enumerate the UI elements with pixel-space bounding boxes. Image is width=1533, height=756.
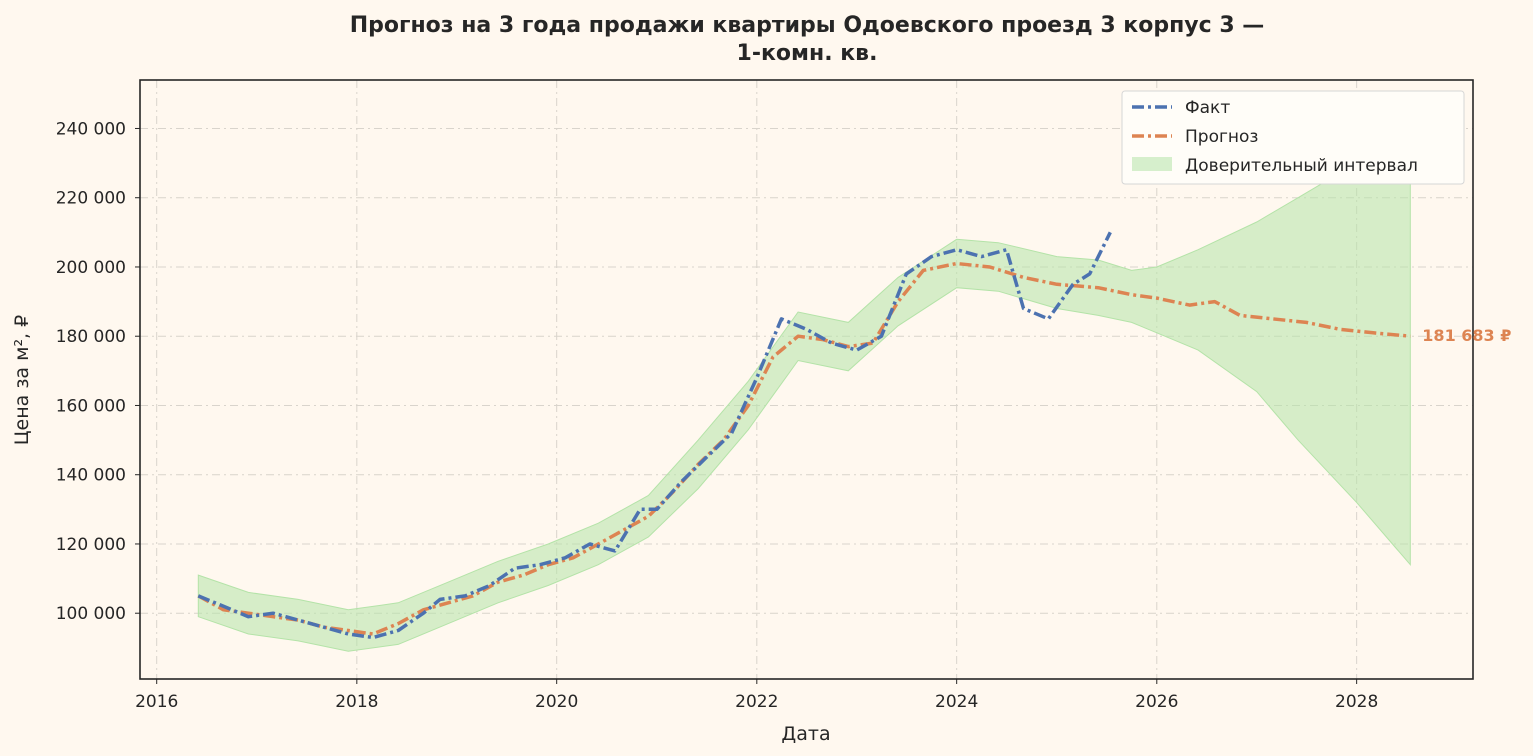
y-tick-label: 200 000 [56, 258, 126, 278]
fact-line [197, 231, 1112, 640]
x-tick-label: 2018 [335, 692, 378, 712]
chart-title-line2: 1-комн. кв. [737, 41, 878, 66]
x-tick-label: 2028 [1335, 692, 1378, 712]
legend-band-label: Доверительный интервал [1185, 156, 1418, 176]
x-tick-label: 2026 [1135, 692, 1178, 712]
confidence-band [197, 117, 1411, 652]
legend: Факт Прогноз Доверительный интервал [1121, 90, 1465, 185]
x-tick-label: 2016 [135, 692, 178, 712]
y-tick-label: 160 000 [56, 396, 126, 416]
legend-band-swatch [1132, 157, 1172, 171]
forecast-end-label: 181 683 ₽ [1422, 326, 1511, 345]
y-tick-label: 140 000 [56, 466, 126, 486]
y-axis-label: Цена за м², ₽ [11, 315, 33, 445]
legend-forecast-label: Прогноз [1185, 127, 1258, 147]
x-axis-label: Дата [781, 723, 830, 745]
y-tick-label: 220 000 [56, 189, 126, 209]
y-tick-label: 100 000 [56, 604, 126, 624]
y-tick-label: 120 000 [56, 535, 126, 555]
legend-fact-label: Факт [1185, 98, 1230, 118]
chart-title-line1: Прогноз на 3 года продажи квартиры Одоев… [350, 13, 1265, 38]
legend-box [1121, 90, 1465, 185]
series-lines [197, 231, 1411, 640]
confidence-band-layer [197, 117, 1411, 652]
x-tick-label: 2022 [735, 692, 778, 712]
x-tick-label: 2024 [935, 692, 978, 712]
x-tick-label: 2020 [535, 692, 578, 712]
plot-frame [139, 79, 1474, 680]
x-axis-ticks: 2016 2018 2020 2022 2024 2026 2028 [135, 679, 1378, 712]
y-tick-label: 180 000 [56, 327, 126, 347]
y-tick-label: 240 000 [56, 119, 126, 139]
forecast-line [197, 261, 1411, 636]
y-axis-ticks: 100 000 120 000 140 000 160 000 180 000 200 0… [56, 119, 140, 624]
